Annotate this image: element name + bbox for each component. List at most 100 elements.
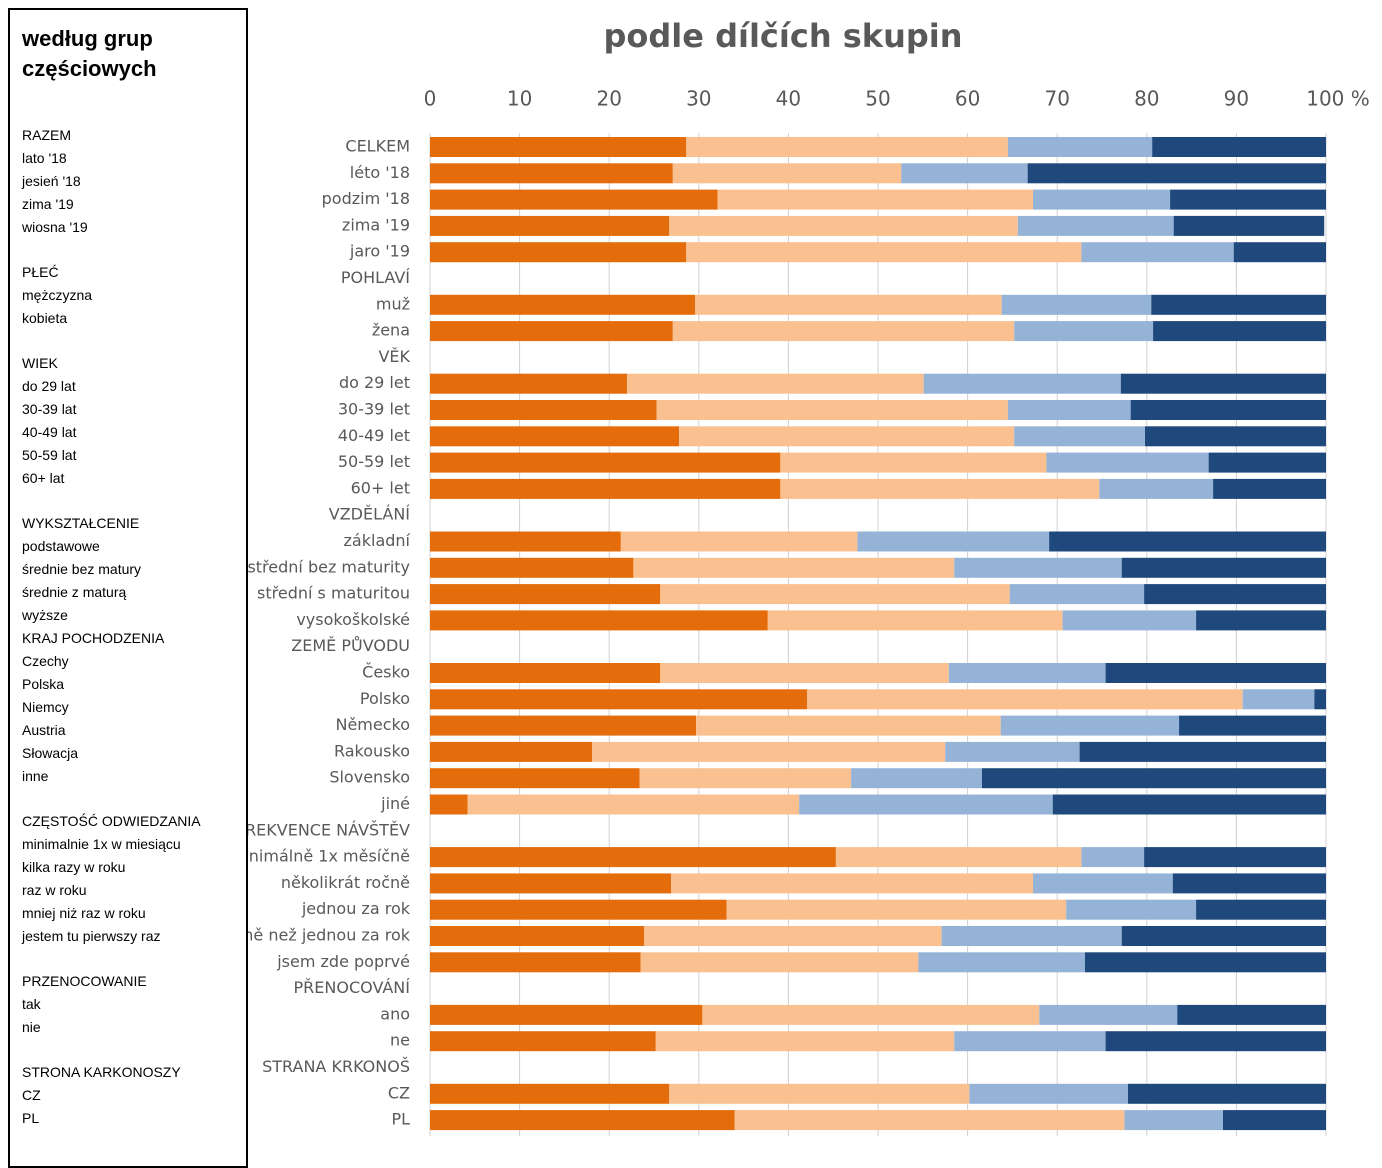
bar-segment [1014, 426, 1146, 447]
panel-line: zima '19 [22, 196, 74, 212]
panel-line: PRZENOCOWANIE [22, 973, 147, 989]
bar-segment [1127, 1083, 1326, 1104]
bar-segment [430, 584, 661, 605]
y-tick-label: vysokoškolské [296, 610, 410, 629]
bar-segment [430, 899, 727, 920]
bar-segment [767, 610, 1063, 631]
panel-group: CZĘSTOŚĆ ODWIEDZANIA minimalnie 1x w mies… [22, 810, 234, 948]
bar-segment [1173, 215, 1325, 236]
bar-segment [1039, 1004, 1178, 1025]
bar-segment [430, 531, 621, 552]
bar-segment [686, 137, 1008, 157]
bar-segment [1120, 373, 1326, 394]
bar-segment [644, 926, 942, 946]
panel-line: jesień '18 [22, 173, 81, 189]
y-tick-label: střední s maturitou [257, 584, 410, 603]
bar-segment [1027, 163, 1326, 184]
bar-segment [1121, 926, 1326, 946]
bar-segment [430, 610, 768, 631]
bar-segment [780, 478, 1100, 499]
bar-segment [1007, 400, 1131, 420]
bar-segment [780, 452, 1047, 473]
y-tick-label: CELKEM [345, 137, 410, 156]
panel-line: podstawowe [22, 538, 100, 554]
bar-segment [981, 768, 1326, 789]
bar-segment [1081, 847, 1145, 868]
panel-line: tak [22, 996, 41, 1012]
y-tick-label: muž [376, 294, 410, 313]
bar-segment [660, 584, 1010, 605]
bar-segment [592, 741, 946, 762]
bar-segment [1062, 610, 1197, 631]
bar-segment [1170, 189, 1326, 210]
panel-line: wyższe [22, 607, 68, 623]
bar-segment [1208, 452, 1326, 473]
bar-segment [640, 952, 919, 973]
bar-segment [1009, 584, 1145, 605]
y-tick-label: PL [391, 1110, 410, 1129]
bar-segment [1242, 689, 1315, 710]
bar-segment [430, 426, 680, 447]
y-tick-label: ZEMĚ PŮVODU [291, 636, 410, 655]
panel-line: lato '18 [22, 150, 67, 166]
y-tick-label: FREKVENCE NÁVŠTĚV [236, 820, 410, 839]
bar-segment [672, 321, 1015, 342]
y-tick-label: 40-49 let [338, 426, 410, 445]
y-tick-label: ne [390, 1031, 410, 1050]
bar-segment [430, 1031, 656, 1052]
bar-segment [969, 1083, 1128, 1104]
panel-line: jestem tu pierwszy raz [22, 928, 161, 944]
bar-segment [672, 163, 902, 184]
y-tick-label: 60+ let [351, 478, 410, 497]
x-tick-label: 100 % [1306, 87, 1370, 111]
panel-line: Niemcy [22, 699, 69, 715]
y-tick-label: méně než jednou za rok [218, 926, 411, 945]
bar-segment [1179, 715, 1326, 736]
y-tick-label: základní [344, 531, 411, 550]
chart-title: podle dílčích skupin [603, 17, 962, 55]
bar-segment [1177, 1004, 1326, 1025]
y-tick-label: Polsko [360, 689, 410, 708]
bar-segment [1105, 1031, 1326, 1052]
x-tick-label: 70 [1044, 87, 1069, 111]
bar-segment [851, 768, 982, 789]
y-tick-label: jsem zde poprvé [276, 952, 410, 971]
panel-group: STRONA KARKONOSZY CZ PL [22, 1061, 234, 1130]
y-tick-label: zima '19 [342, 215, 410, 234]
bar-segment [467, 794, 800, 815]
panel-line: KRAJ POCHODZENIA [22, 630, 165, 646]
x-tick-label: 10 [507, 87, 532, 111]
bar-segment [1144, 847, 1326, 868]
panel-line: mężczyzna [22, 287, 93, 303]
bar-segment [430, 478, 781, 499]
bar-segment [1172, 873, 1326, 894]
bar-segment [430, 1083, 670, 1104]
bar-segment [655, 1031, 955, 1052]
bar-segment [669, 215, 1018, 236]
bar-segment [1151, 294, 1326, 315]
panel-group: WIEK do 29 lat 30-39 lat 40-49 lat 50-59 lat… [22, 352, 234, 490]
bar-segment [656, 400, 1008, 420]
y-tick-label: 30-39 let [338, 400, 410, 419]
panel-line: kilka razy w roku [22, 859, 126, 875]
x-tick-label: 50 [865, 87, 890, 111]
y-tick-label: VĚK [378, 347, 410, 366]
bar-segment [726, 899, 1067, 920]
bar-segment [1153, 321, 1326, 342]
bar-segment [1052, 794, 1326, 815]
bar-segment [923, 373, 1121, 394]
y-tick-label: podzim '18 [322, 189, 410, 208]
bar-segment [430, 557, 634, 578]
y-tick-label: žena [372, 321, 410, 340]
side-panel: według grup częściowych RAZEM lato '18 jes… [8, 8, 248, 1168]
bar-segment [1233, 242, 1326, 263]
bar-segment [430, 163, 673, 184]
bar-segment [671, 873, 1034, 894]
bar-segment [430, 373, 628, 394]
bar-segment [430, 321, 673, 342]
bar-segment [702, 1004, 1040, 1025]
bar-segment [1033, 873, 1173, 894]
panel-line: kobieta [22, 310, 68, 326]
bar-segment [1079, 741, 1326, 762]
panel-line: RAZEM [22, 127, 71, 143]
